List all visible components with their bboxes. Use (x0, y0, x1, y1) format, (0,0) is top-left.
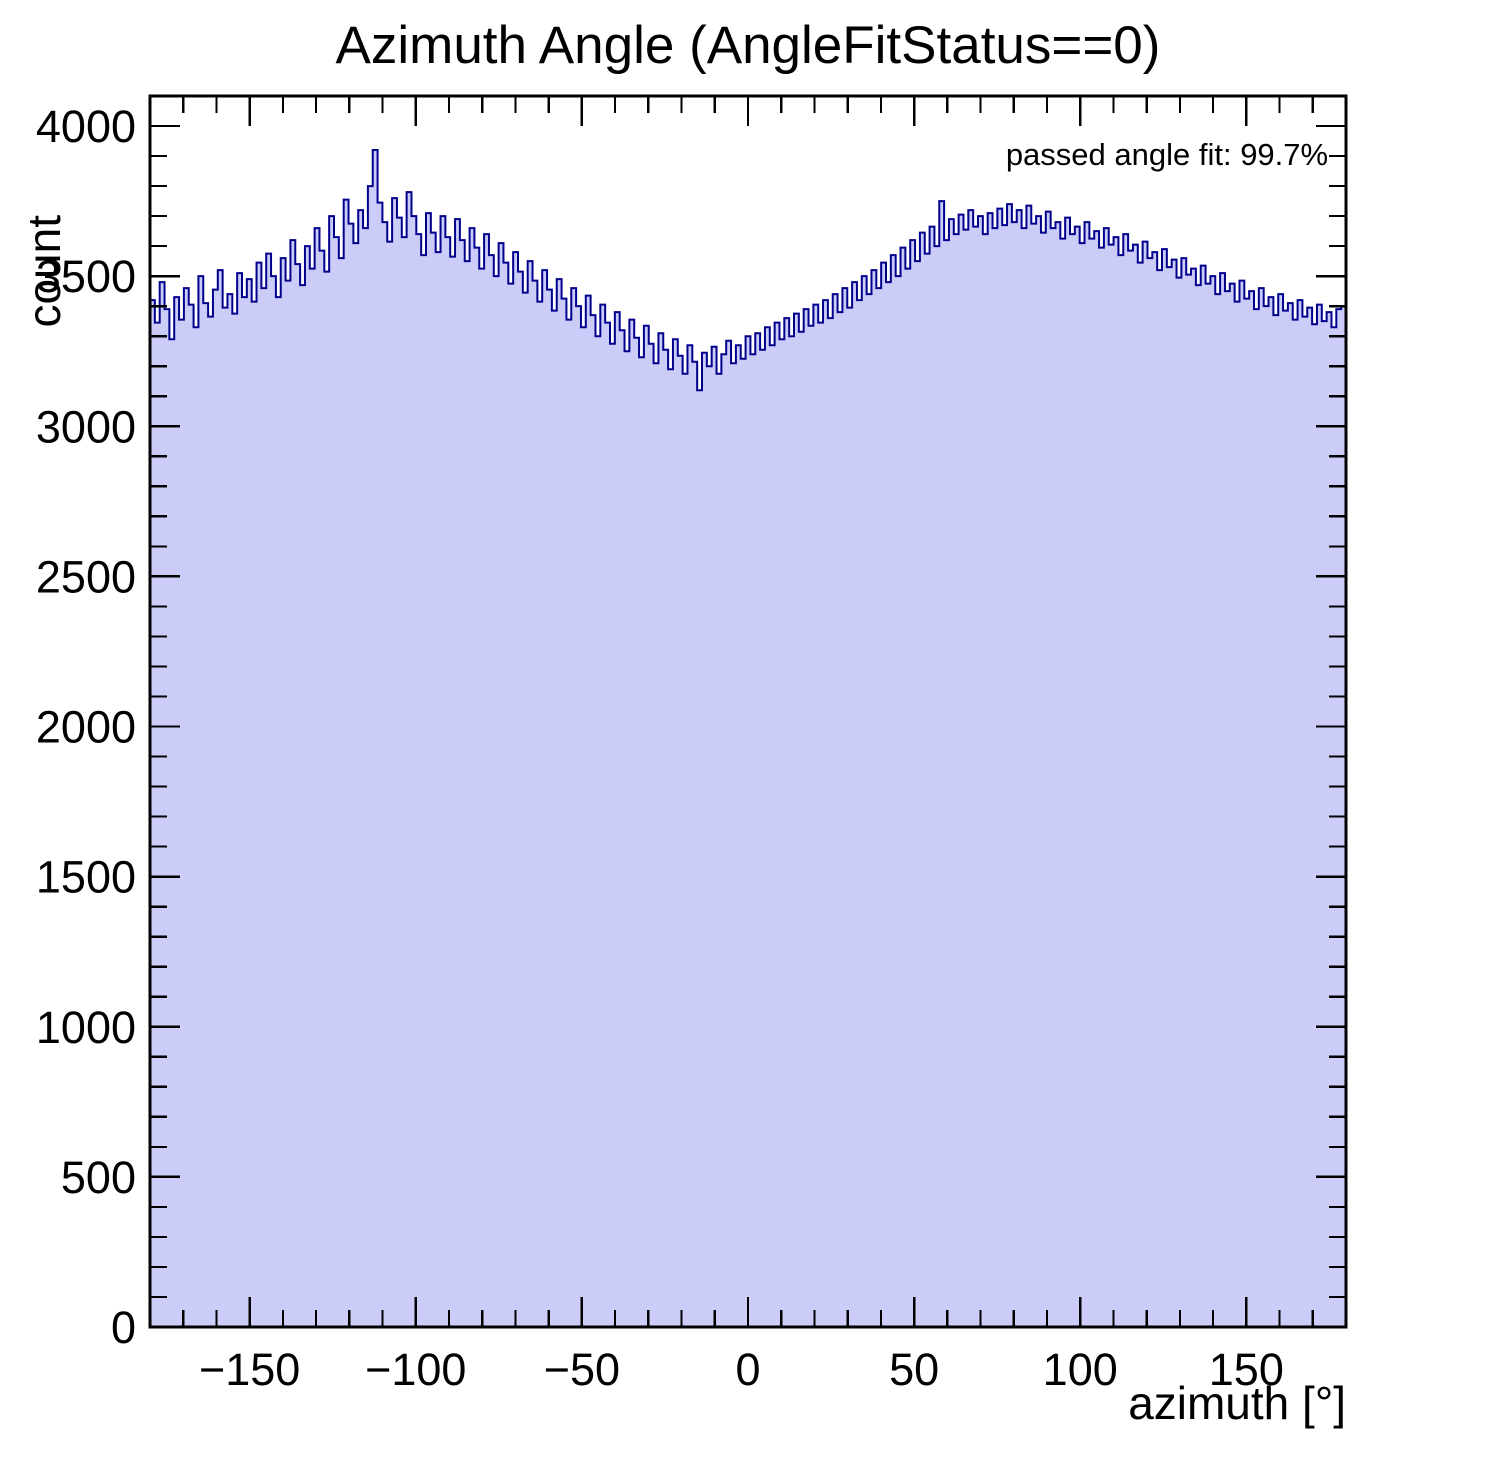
y-tick-label: 1000 (36, 1002, 136, 1053)
x-tick-label: −150 (199, 1344, 300, 1395)
y-tick-label: 2500 (36, 551, 136, 602)
x-tick-label: 100 (1043, 1344, 1118, 1395)
x-tick-label: −100 (365, 1344, 466, 1395)
histogram-outline (150, 149, 1346, 392)
x-tick-label: 150 (1209, 1344, 1284, 1395)
x-axis-title: azimuth [°] (1128, 1377, 1346, 1429)
x-axis-tick-labels: −150 −100 −50 0 50 100 150 (199, 1344, 1284, 1395)
plot-frame (148, 94, 1348, 1329)
y-tick-label: 2000 (36, 702, 136, 753)
y-tick-label: 500 (61, 1152, 136, 1203)
x-axis-ticks (148, 96, 1348, 1327)
y-axis-tick-labels: 0 500 1000 1500 2000 2500 3000 3500 4000 (36, 101, 136, 1353)
y-axis-ticks (150, 124, 1346, 1329)
frame-border (148, 94, 1348, 1329)
y-tick-label: 4000 (36, 101, 136, 152)
y-axis-title: count (18, 215, 70, 328)
y-tick-label: 0 (111, 1302, 136, 1353)
histogram-series (150, 149, 1346, 1327)
histogram-fill (150, 150, 1346, 1327)
x-tick-label: 0 (735, 1344, 760, 1395)
y-tick-label: 1500 (36, 852, 136, 903)
passed-angle-fit-annotation: passed angle fit: 99.7% (1006, 137, 1328, 172)
y-tick-label: 3500 (36, 251, 136, 302)
x-tick-label: −50 (544, 1344, 620, 1395)
x-tick-label: 50 (889, 1344, 939, 1395)
chart-title: Azimuth Angle (AngleFitStatus==0) (336, 16, 1161, 75)
y-tick-label: 3000 (36, 401, 136, 452)
